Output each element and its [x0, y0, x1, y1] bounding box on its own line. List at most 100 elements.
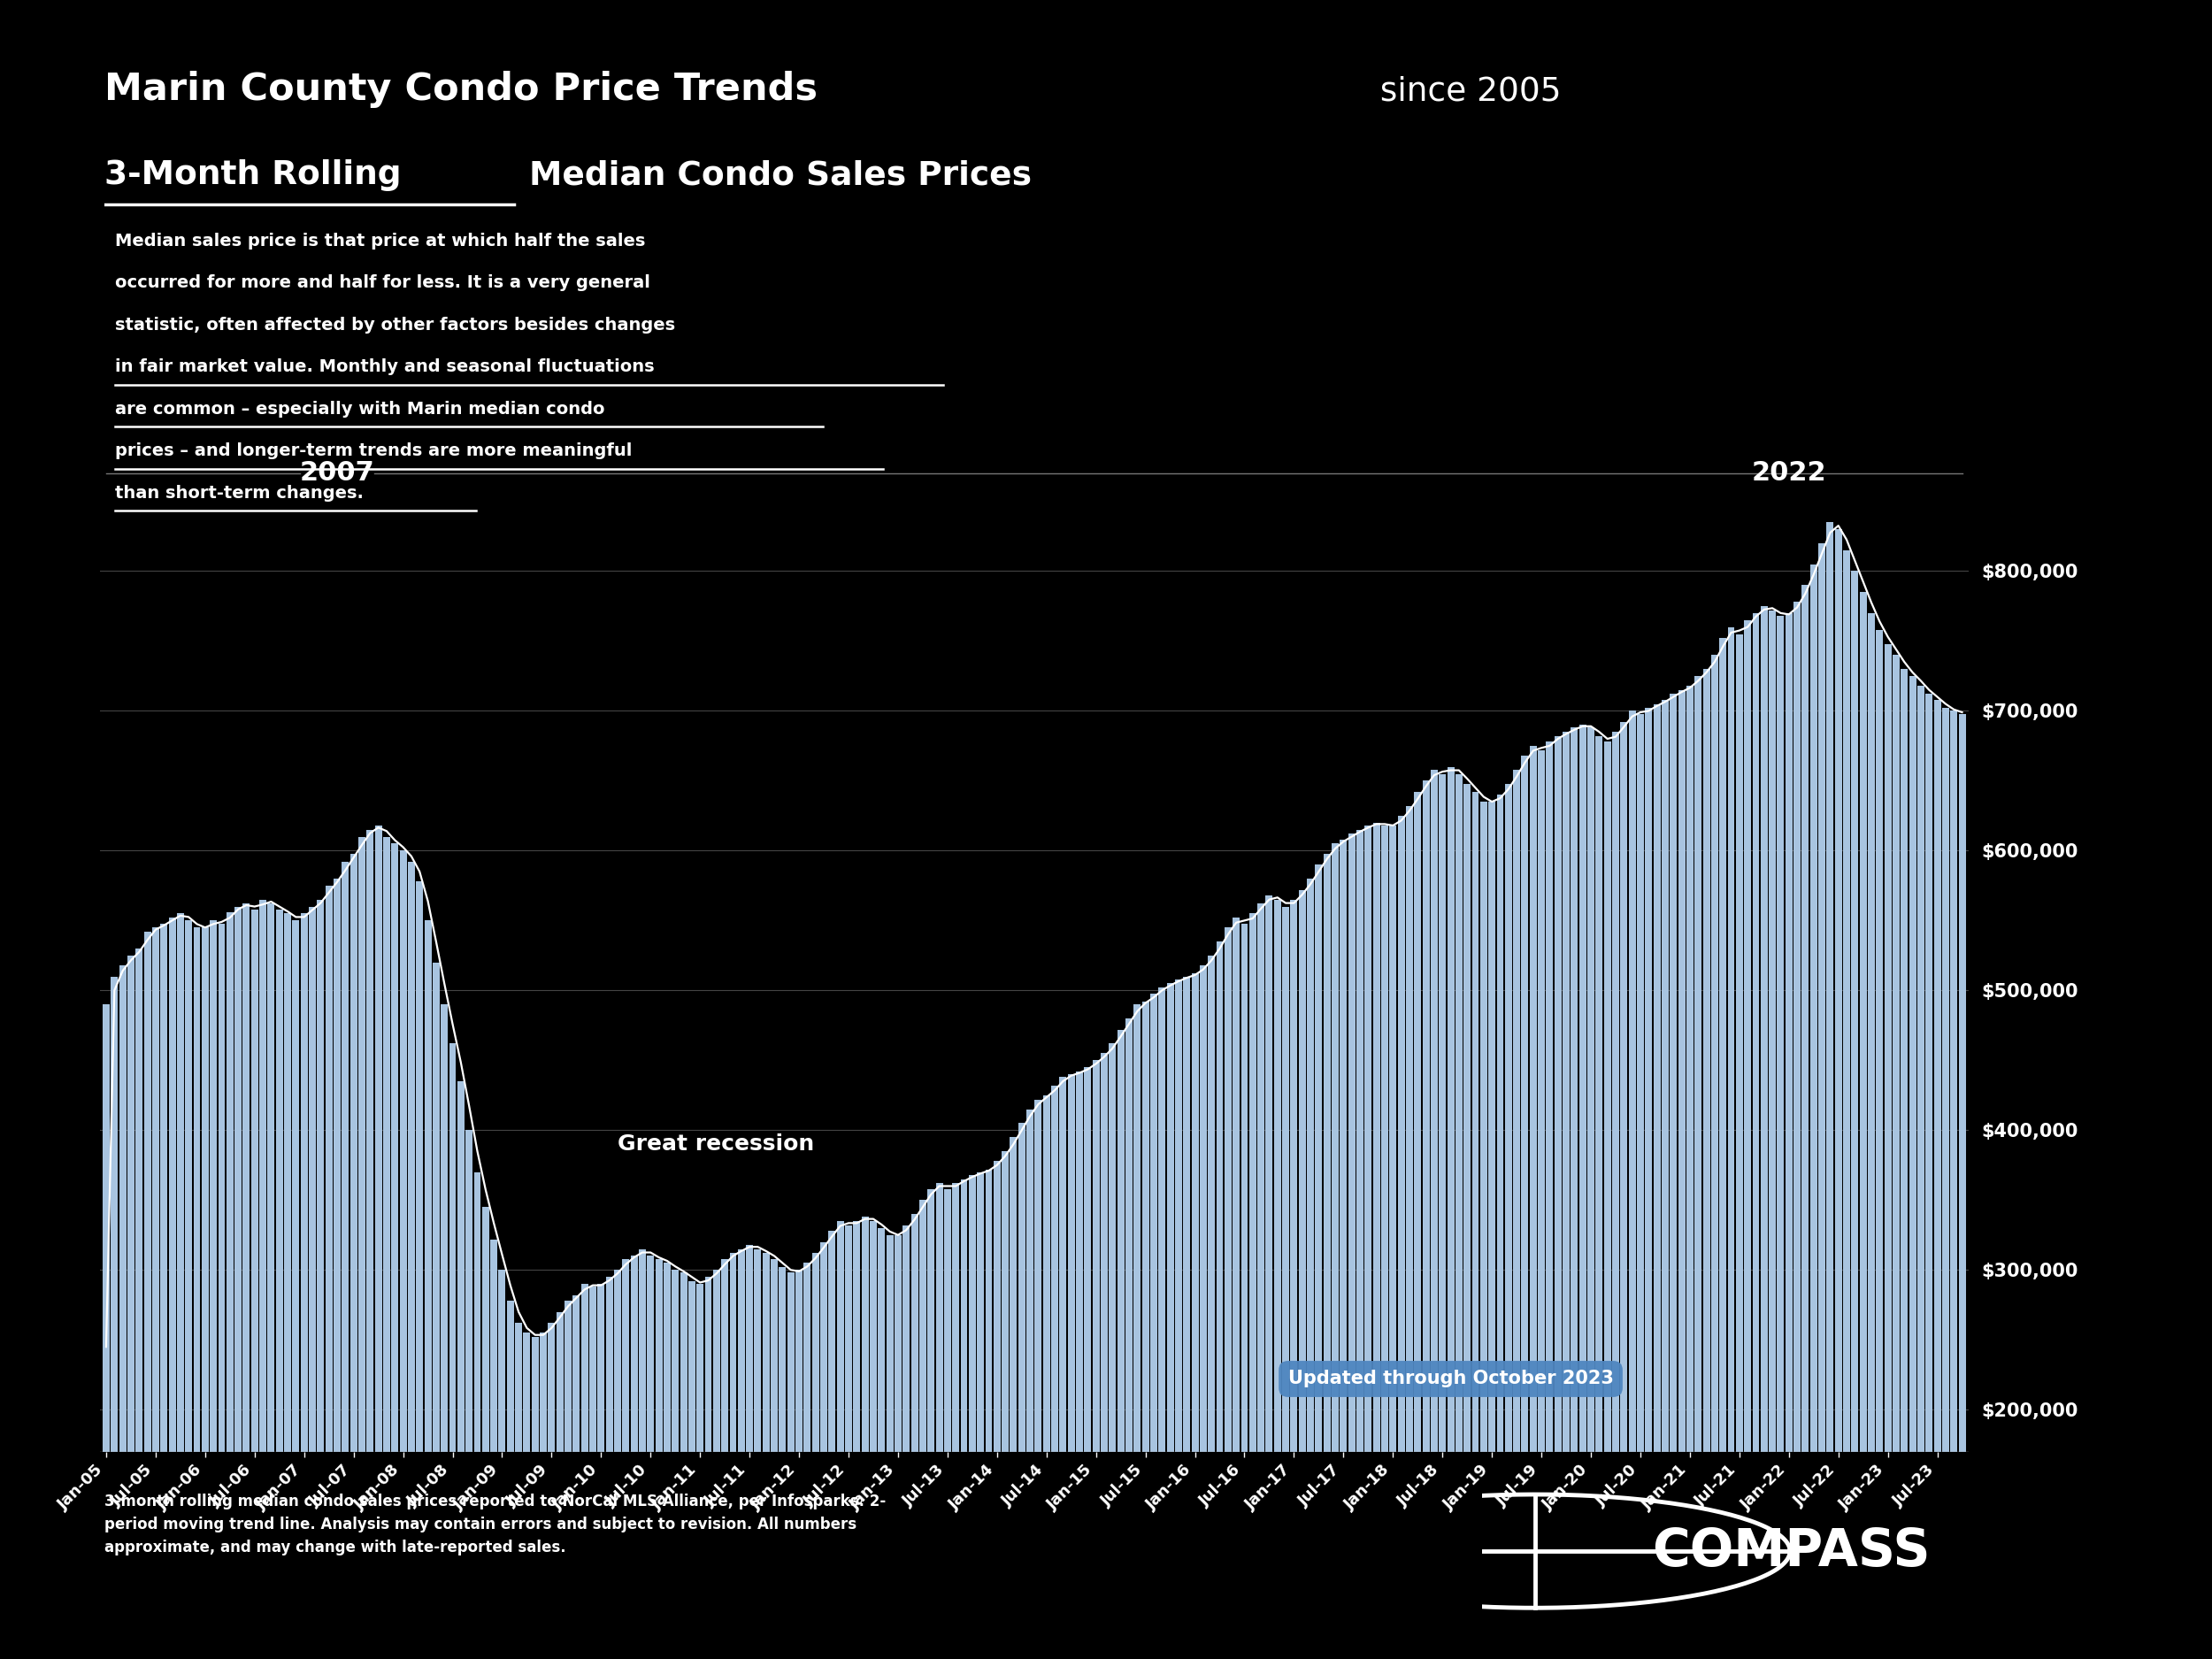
Bar [721, 1259, 728, 1659]
Text: Median Condo Sales Prices: Median Condo Sales Prices [518, 159, 1031, 191]
Bar [1117, 1030, 1124, 1659]
Bar [234, 906, 241, 1659]
Bar [243, 904, 250, 1659]
Bar [1893, 655, 1900, 1659]
Bar [951, 1183, 960, 1659]
Text: occurred for more and half for less. It is a very general: occurred for more and half for less. It … [115, 274, 650, 292]
Bar [1422, 781, 1429, 1659]
Bar [1084, 1067, 1091, 1659]
Bar [1604, 742, 1610, 1659]
Bar [887, 1234, 894, 1659]
Bar [1464, 783, 1471, 1659]
Bar [168, 917, 175, 1659]
Bar [902, 1226, 909, 1659]
Bar [1323, 853, 1329, 1659]
Bar [1018, 1123, 1024, 1659]
Bar [161, 924, 168, 1659]
Bar [201, 927, 208, 1659]
Bar [1455, 773, 1462, 1659]
Bar [1743, 620, 1752, 1659]
Bar [210, 921, 217, 1659]
Bar [1002, 1151, 1009, 1659]
Bar [1102, 1053, 1108, 1659]
Bar [969, 1175, 975, 1659]
Bar [1703, 669, 1710, 1659]
Bar [664, 1262, 670, 1659]
Bar [491, 1239, 498, 1659]
Bar [1537, 750, 1544, 1659]
Bar [1679, 690, 1686, 1659]
Bar [1809, 564, 1816, 1659]
Bar [1728, 627, 1734, 1659]
Bar [845, 1226, 852, 1659]
Bar [1225, 927, 1232, 1659]
Text: in fair market value. Monthly and seasonal fluctuations: in fair market value. Monthly and season… [115, 358, 655, 375]
Bar [555, 1312, 564, 1659]
Bar [878, 1228, 885, 1659]
Bar [531, 1337, 538, 1659]
Bar [860, 1216, 869, 1659]
Bar [1613, 732, 1619, 1659]
Bar [1126, 1019, 1133, 1659]
Bar [1298, 889, 1305, 1659]
Bar [1827, 523, 1834, 1659]
Bar [1522, 755, 1528, 1659]
Bar [1918, 685, 1924, 1659]
Bar [597, 1284, 604, 1659]
Bar [1471, 791, 1480, 1659]
Bar [458, 1082, 465, 1659]
Bar [1504, 783, 1513, 1659]
Bar [1694, 675, 1701, 1659]
Bar [1108, 1044, 1117, 1659]
Bar [1075, 1072, 1084, 1659]
Bar [1135, 1004, 1141, 1659]
Text: since 2005: since 2005 [1369, 76, 1562, 108]
Text: 2022: 2022 [1752, 461, 1827, 486]
Bar [622, 1259, 628, 1659]
Text: prices – and longer-term trends are more meaningful: prices – and longer-term trends are more… [115, 443, 633, 460]
Bar [894, 1234, 902, 1659]
Bar [316, 899, 325, 1659]
Bar [325, 886, 332, 1659]
Bar [1407, 806, 1413, 1659]
Bar [135, 949, 142, 1659]
Bar [564, 1301, 571, 1659]
Bar [1736, 634, 1743, 1659]
Bar [498, 1269, 507, 1659]
Bar [1588, 728, 1595, 1659]
Text: 2007: 2007 [299, 461, 374, 486]
Bar [706, 1277, 712, 1659]
Bar [1051, 1085, 1057, 1659]
Bar [655, 1259, 661, 1659]
Bar [1761, 606, 1767, 1659]
Bar [407, 861, 416, 1659]
Bar [1794, 602, 1801, 1659]
Bar [945, 1190, 951, 1659]
Bar [1060, 1077, 1066, 1659]
Bar [911, 1214, 918, 1659]
Bar [192, 927, 201, 1659]
Bar [1637, 713, 1644, 1659]
Bar [1413, 791, 1420, 1659]
Bar [349, 853, 356, 1659]
Bar [1712, 655, 1719, 1659]
Bar [1183, 977, 1190, 1659]
Text: statistic, often affected by other factors besides changes: statistic, often affected by other facto… [115, 317, 675, 333]
Bar [186, 921, 192, 1659]
Bar [796, 1269, 803, 1659]
Bar [993, 1161, 1000, 1659]
Bar [301, 914, 307, 1659]
Bar [343, 861, 349, 1659]
Bar [1440, 773, 1447, 1659]
Text: than short-term changes.: than short-term changes. [115, 484, 363, 501]
Bar [1389, 826, 1396, 1659]
Bar [310, 906, 316, 1659]
Bar [803, 1262, 812, 1659]
Bar [1785, 614, 1792, 1659]
Bar [440, 1004, 447, 1659]
Bar [763, 1253, 770, 1659]
Bar [400, 851, 407, 1659]
Bar [1958, 713, 1966, 1659]
Bar [1933, 700, 1940, 1659]
Bar [144, 932, 150, 1659]
